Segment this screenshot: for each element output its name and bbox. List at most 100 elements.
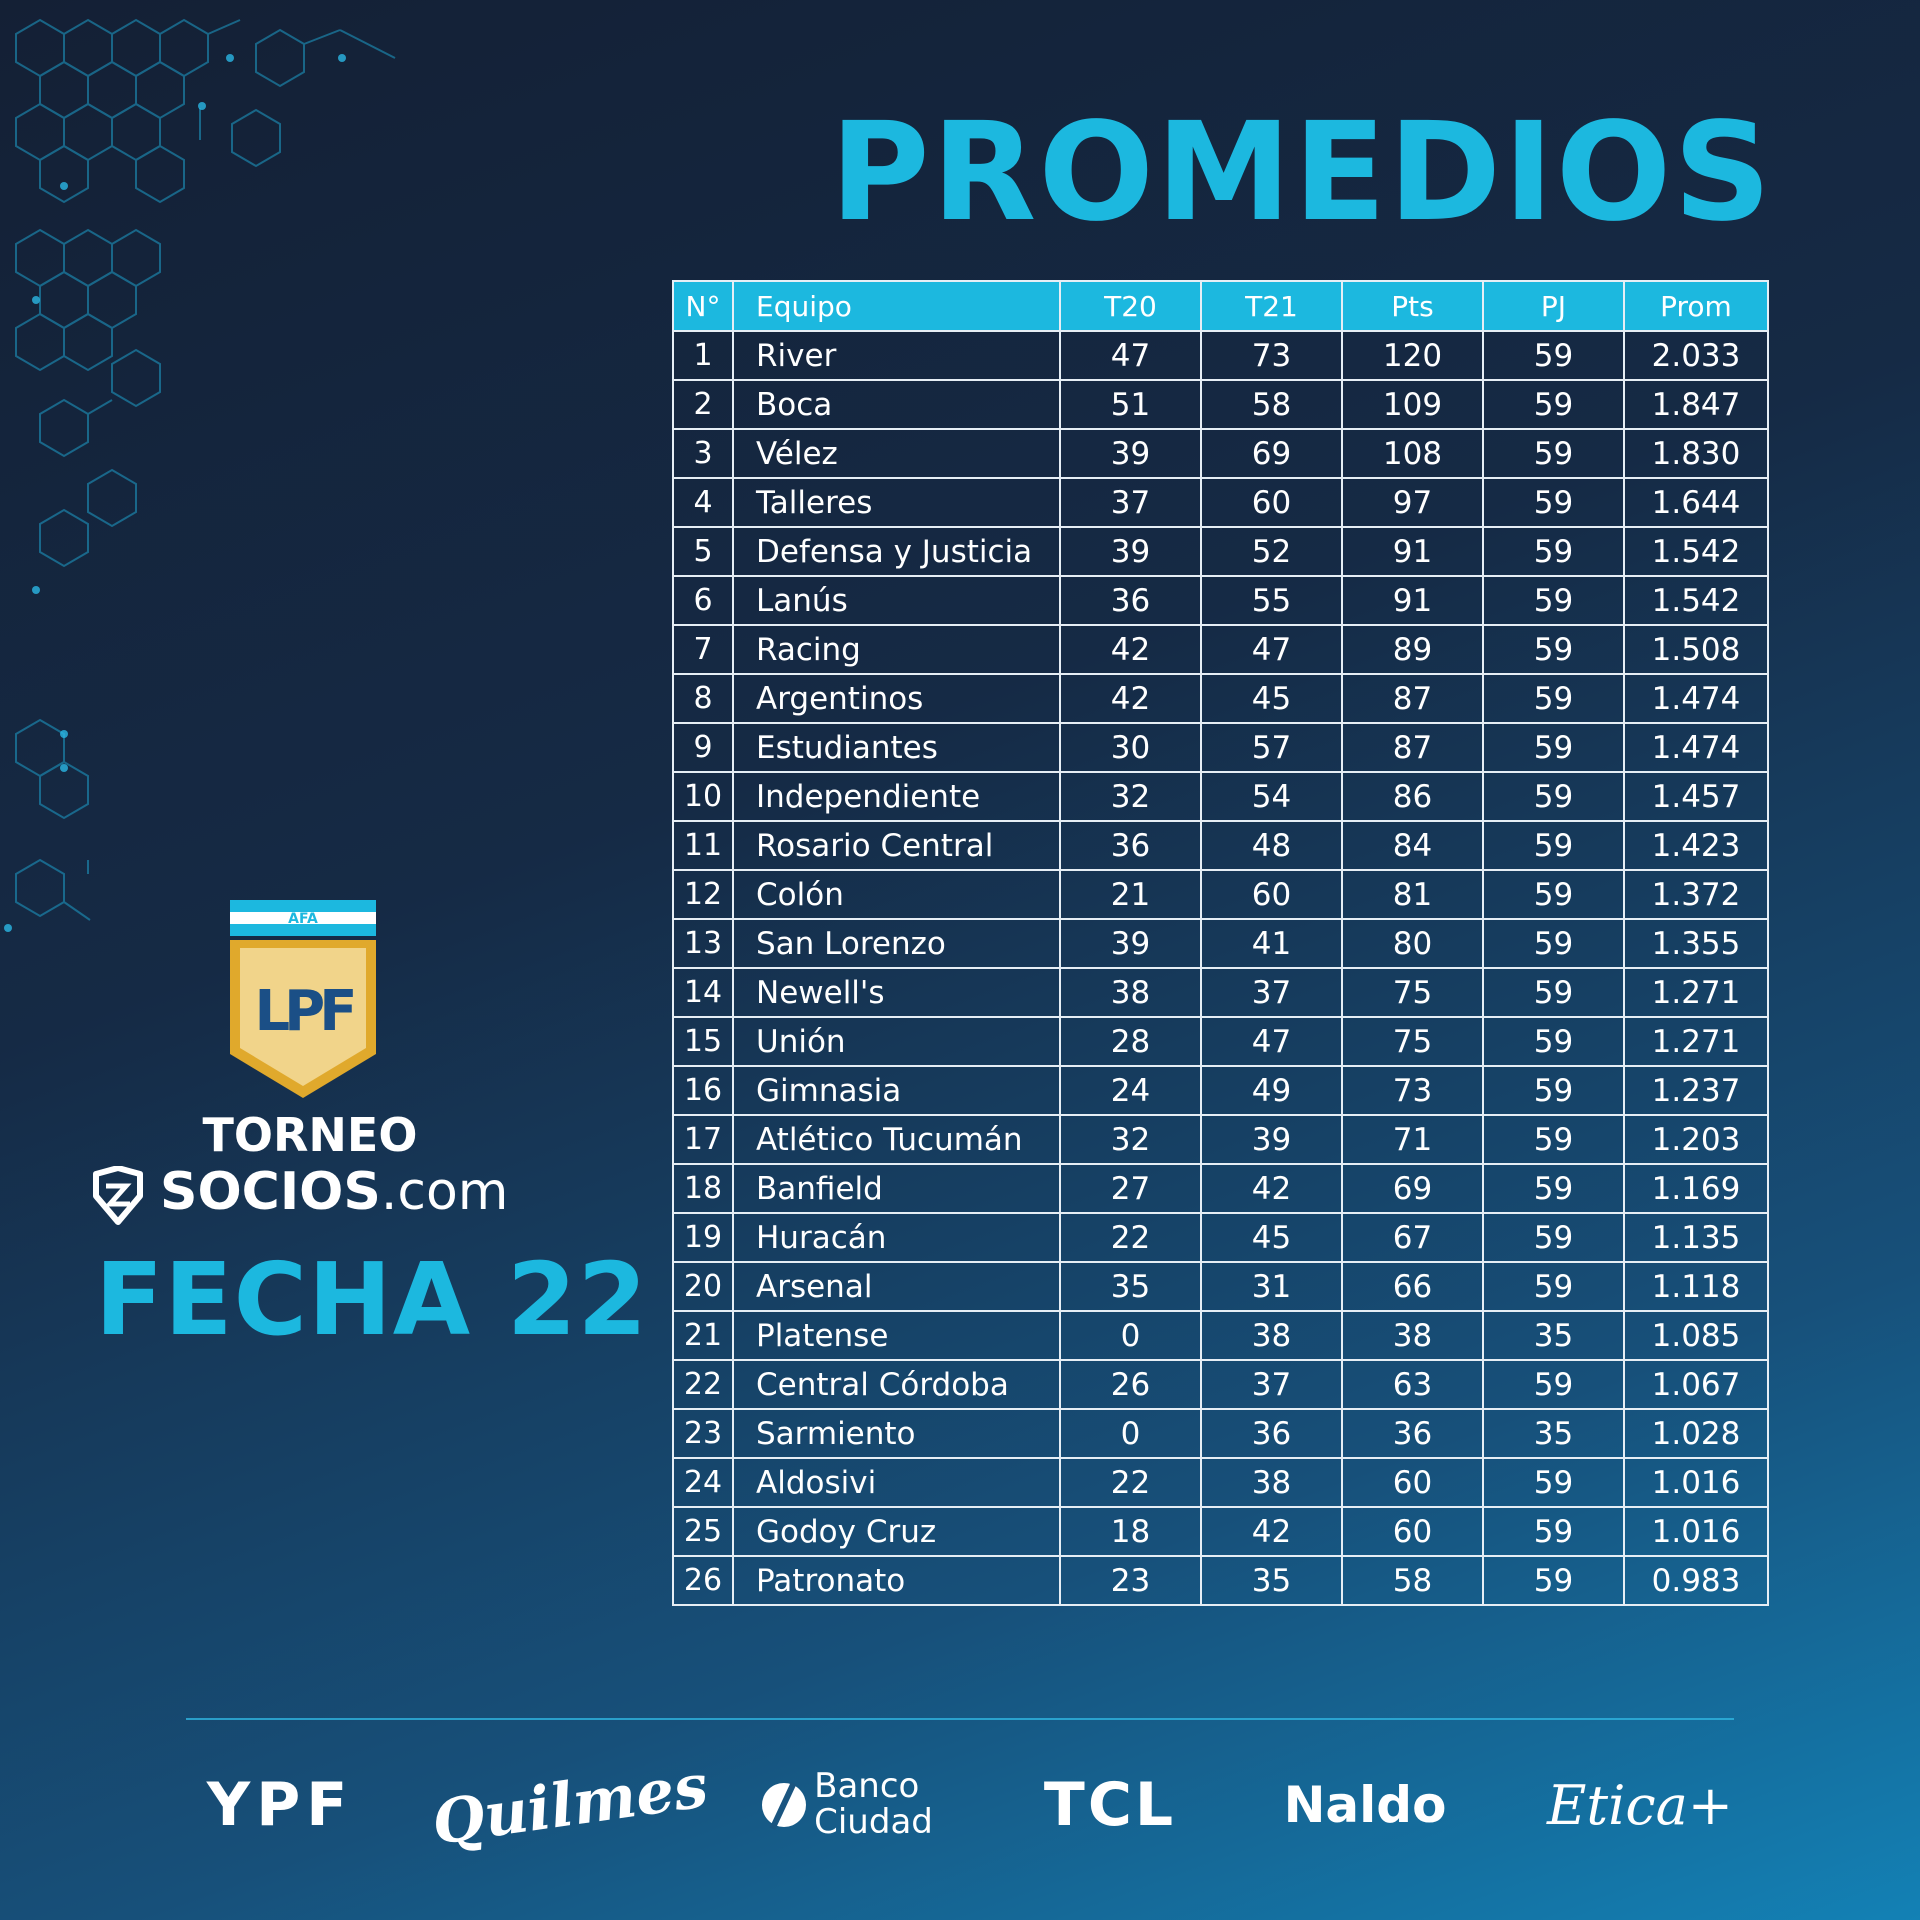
- table-row: 14 Newell's 38 37 75 59 1.271: [672, 967, 1769, 1018]
- cell-t21: 42: [1200, 1506, 1343, 1557]
- cell-t21: 55: [1200, 575, 1343, 626]
- cell-team: River: [732, 330, 1061, 381]
- table-row: 19 Huracán 22 45 67 59 1.135: [672, 1212, 1769, 1263]
- cell-t20: 32: [1059, 771, 1202, 822]
- cell-points: 71: [1341, 1114, 1484, 1165]
- cell-played: 59: [1482, 428, 1625, 479]
- cell-team: Boca: [732, 379, 1061, 430]
- cell-position: 10: [672, 771, 734, 822]
- cell-played: 59: [1482, 771, 1625, 822]
- sponsor-quilmes: Quilmes: [428, 1751, 712, 1859]
- cell-team: Banfield: [732, 1163, 1061, 1214]
- table-row: 3 Vélez 39 69 108 59 1.830: [672, 428, 1769, 479]
- table-row: 4 Talleres 37 60 97 59 1.644: [672, 477, 1769, 528]
- cell-position: 25: [672, 1506, 734, 1557]
- standings-body: 1 River 47 73 120 59 2.033 2 Boca 51 58 109 59 1.847 3…: [672, 330, 1769, 1606]
- cell-position: 20: [672, 1261, 734, 1312]
- table-row: 20 Arsenal 35 31 66 59 1.118: [672, 1261, 1769, 1312]
- cell-position: 8: [672, 673, 734, 724]
- cell-team: Vélez: [732, 428, 1061, 479]
- cell-t20: 39: [1059, 918, 1202, 969]
- socios-wordmark: SOCIOS.com: [90, 1162, 530, 1226]
- cell-team: Arsenal: [732, 1261, 1061, 1312]
- cell-position: 4: [672, 477, 734, 528]
- sponsor-ypf: YPF: [206, 1770, 354, 1840]
- banco-line-2: Ciudad: [814, 1802, 933, 1842]
- cell-t21: 48: [1200, 820, 1343, 871]
- cell-played: 59: [1482, 526, 1625, 577]
- cell-t21: 36: [1200, 1408, 1343, 1459]
- cell-team: Estudiantes: [732, 722, 1061, 773]
- table-row: 13 San Lorenzo 39 41 80 59 1.355: [672, 918, 1769, 969]
- cell-points: 109: [1341, 379, 1484, 430]
- cell-team: Defensa y Justicia: [732, 526, 1061, 577]
- cell-t20: 36: [1059, 820, 1202, 871]
- cell-points: 75: [1341, 1016, 1484, 1067]
- cell-position: 13: [672, 918, 734, 969]
- cell-average: 1.203: [1623, 1114, 1769, 1165]
- cell-t20: 51: [1059, 379, 1202, 430]
- sponsor-tcl: TCL: [1043, 1770, 1177, 1840]
- cell-team: Godoy Cruz: [732, 1506, 1061, 1557]
- cell-position: 24: [672, 1457, 734, 1508]
- sponsor-etica: Etica+: [1546, 1773, 1734, 1837]
- cell-average: 1.067: [1623, 1359, 1769, 1410]
- cell-t21: 37: [1200, 967, 1343, 1018]
- cell-team: Platense: [732, 1310, 1061, 1361]
- table-row: 15 Unión 28 47 75 59 1.271: [672, 1016, 1769, 1067]
- cell-t21: 37: [1200, 1359, 1343, 1410]
- cell-t20: 39: [1059, 526, 1202, 577]
- cell-t20: 30: [1059, 722, 1202, 773]
- cell-t20: 18: [1059, 1506, 1202, 1557]
- cell-played: 59: [1482, 967, 1625, 1018]
- cell-t21: 38: [1200, 1310, 1343, 1361]
- standings-table: N° Equipo T20 T21 Pts PJ Prom 1 River 47 73…: [672, 280, 1769, 1606]
- cell-position: 6: [672, 575, 734, 626]
- cell-t21: 60: [1200, 869, 1343, 920]
- cell-t20: 0: [1059, 1310, 1202, 1361]
- sponsor-banco-ciudad: Banco Ciudad: [760, 1760, 935, 1850]
- cell-average: 1.508: [1623, 624, 1769, 675]
- cell-team: Racing: [732, 624, 1061, 675]
- table-row: 17 Atlético Tucumán 32 39 71 59 1.203: [672, 1114, 1769, 1165]
- cell-t21: 39: [1200, 1114, 1343, 1165]
- cell-t20: 26: [1059, 1359, 1202, 1410]
- cell-t20: 22: [1059, 1457, 1202, 1508]
- cell-t20: 37: [1059, 477, 1202, 528]
- cell-average: 1.423: [1623, 820, 1769, 871]
- cell-t20: 32: [1059, 1114, 1202, 1165]
- cell-points: 91: [1341, 526, 1484, 577]
- cell-average: 1.644: [1623, 477, 1769, 528]
- cell-points: 58: [1341, 1555, 1484, 1606]
- table-row: 23 Sarmiento 0 36 36 35 1.028: [672, 1408, 1769, 1459]
- table-row: 25 Godoy Cruz 18 42 60 59 1.016: [672, 1506, 1769, 1557]
- table-row: 16 Gimnasia 24 49 73 59 1.237: [672, 1065, 1769, 1116]
- cell-t21: 38: [1200, 1457, 1343, 1508]
- torneo-label: TORNEO: [202, 1108, 418, 1162]
- cell-average: 1.016: [1623, 1506, 1769, 1557]
- cell-position: 23: [672, 1408, 734, 1459]
- cell-t21: 69: [1200, 428, 1343, 479]
- cell-t21: 73: [1200, 330, 1343, 381]
- cell-t20: 22: [1059, 1212, 1202, 1263]
- cell-points: 38: [1341, 1310, 1484, 1361]
- cell-average: 2.033: [1623, 330, 1769, 381]
- cell-team: Huracán: [732, 1212, 1061, 1263]
- cell-team: Atlético Tucumán: [732, 1114, 1061, 1165]
- afa-label: AFA: [288, 911, 318, 927]
- cell-t21: 58: [1200, 379, 1343, 430]
- cell-points: 81: [1341, 869, 1484, 920]
- cell-played: 59: [1482, 1555, 1625, 1606]
- header-t20: T20: [1059, 280, 1202, 332]
- cell-average: 1.542: [1623, 575, 1769, 626]
- cell-average: 0.983: [1623, 1555, 1769, 1606]
- cell-t21: 57: [1200, 722, 1343, 773]
- cell-points: 69: [1341, 1163, 1484, 1214]
- cell-t21: 41: [1200, 918, 1343, 969]
- cell-average: 1.474: [1623, 673, 1769, 724]
- cell-t20: 42: [1059, 673, 1202, 724]
- cell-played: 59: [1482, 1261, 1625, 1312]
- cell-position: 26: [672, 1555, 734, 1606]
- hexagon-pattern-decoration: [4, 18, 396, 932]
- cell-team: Rosario Central: [732, 820, 1061, 871]
